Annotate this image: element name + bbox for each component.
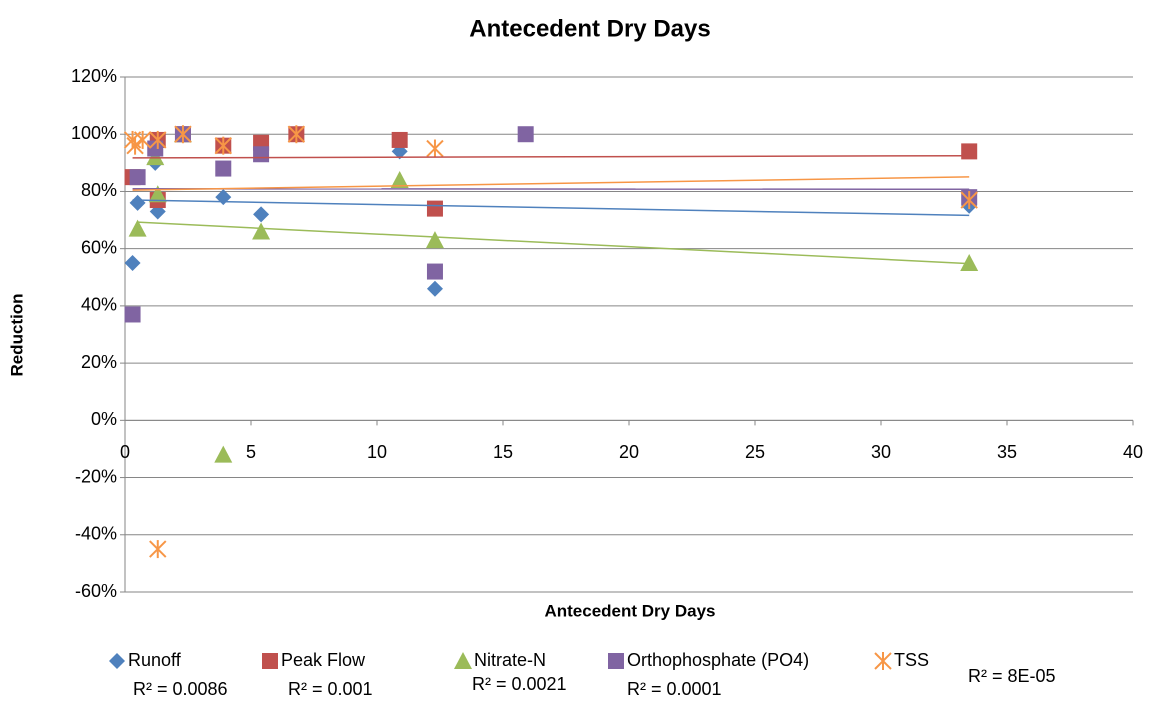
marker-square bbox=[426, 200, 443, 217]
y-tick-label: -20% bbox=[75, 466, 117, 486]
y-tick-label: 80% bbox=[81, 180, 117, 200]
trendline-label: R² = 8E-05 bbox=[968, 666, 1056, 686]
legend-entry: Nitrate-N bbox=[454, 650, 546, 670]
x-tick-label: 35 bbox=[997, 442, 1017, 462]
legend-label: Peak Flow bbox=[281, 650, 366, 670]
marker-diamond bbox=[109, 653, 125, 669]
y-tick-label: -60% bbox=[75, 581, 117, 601]
y-tick-label: 60% bbox=[81, 237, 117, 257]
marker-asterisk bbox=[174, 125, 192, 144]
legend-label: Runoff bbox=[128, 650, 182, 670]
marker-asterisk bbox=[874, 652, 892, 670]
trendline-label: R² = 0.0086 bbox=[133, 679, 228, 699]
marker-square bbox=[215, 160, 232, 177]
trendline bbox=[132, 154, 970, 159]
x-tick-label: 40 bbox=[1123, 442, 1143, 462]
y-tick-label: 120% bbox=[71, 66, 117, 86]
marker-asterisk bbox=[149, 130, 167, 149]
marker-square bbox=[253, 146, 270, 163]
x-tick-label: 30 bbox=[871, 442, 891, 462]
y-axis-title: Reduction bbox=[7, 293, 26, 376]
marker-triangle bbox=[128, 219, 147, 237]
marker-square bbox=[147, 140, 164, 157]
marker-diamond bbox=[426, 280, 443, 297]
y-tick-label: 100% bbox=[71, 123, 117, 143]
legend-label: TSS bbox=[894, 650, 929, 670]
y-tick-label: 40% bbox=[81, 295, 117, 315]
marker-asterisk bbox=[287, 125, 306, 144]
marker-asterisk bbox=[133, 130, 152, 149]
legend-label: Nitrate-N bbox=[474, 650, 546, 670]
y-tick-label: -40% bbox=[75, 524, 117, 544]
chart-title: Antecedent Dry Days bbox=[469, 15, 710, 42]
marker-asterisk bbox=[123, 130, 142, 149]
marker-diamond bbox=[253, 206, 270, 223]
marker-triangle bbox=[960, 253, 979, 271]
marker-triangle bbox=[252, 222, 271, 240]
marker-asterisk bbox=[426, 139, 444, 158]
y-tick-label: 0% bbox=[91, 409, 117, 429]
marker-square bbox=[124, 306, 141, 323]
marker-diamond bbox=[124, 254, 141, 271]
x-tick-label: 15 bbox=[493, 442, 513, 462]
marker-square bbox=[961, 143, 978, 160]
marker-square bbox=[426, 263, 443, 280]
marker-asterisk bbox=[214, 136, 232, 155]
marker-triangle bbox=[390, 171, 409, 188]
x-tick-label: 5 bbox=[246, 442, 256, 462]
marker-square bbox=[391, 131, 408, 148]
marker-square bbox=[129, 169, 146, 186]
legend-entry: Peak Flow bbox=[262, 650, 366, 670]
legend-entry: TSS bbox=[874, 650, 929, 670]
y-tick-label: 20% bbox=[81, 352, 117, 372]
trendline bbox=[132, 176, 970, 191]
marker-square bbox=[608, 653, 624, 669]
marker-asterisk bbox=[960, 191, 978, 210]
marker-square bbox=[262, 653, 278, 669]
trendline-label: R² = 0.0021 bbox=[472, 674, 567, 694]
x-tick-label: 10 bbox=[367, 442, 387, 462]
trendline bbox=[132, 199, 970, 217]
legend-entry: Orthophosphate (PO4) bbox=[608, 650, 809, 670]
x-tick-label: 20 bbox=[619, 442, 639, 462]
marker-triangle bbox=[148, 185, 167, 203]
marker-diamond bbox=[129, 194, 146, 211]
legend-entry: Runoff bbox=[109, 650, 182, 670]
marker-asterisk bbox=[149, 540, 167, 559]
trendline-label: R² = 0.0001 bbox=[627, 679, 722, 699]
x-tick-label: 25 bbox=[745, 442, 765, 462]
marker-asterisk bbox=[126, 136, 144, 155]
marker-triangle bbox=[454, 652, 472, 669]
marker-square bbox=[517, 126, 534, 143]
marker-triangle bbox=[425, 231, 444, 249]
legend-label: Orthophosphate (PO4) bbox=[627, 650, 809, 670]
marker-triangle bbox=[146, 148, 165, 166]
x-tick-label: 0 bbox=[120, 442, 130, 462]
x-axis-title: Antecedent Dry Days bbox=[544, 601, 715, 620]
trendline-label: R² = 0.001 bbox=[288, 679, 373, 699]
trendline bbox=[137, 221, 970, 265]
marker-triangle bbox=[214, 445, 233, 463]
trendline bbox=[132, 188, 970, 191]
